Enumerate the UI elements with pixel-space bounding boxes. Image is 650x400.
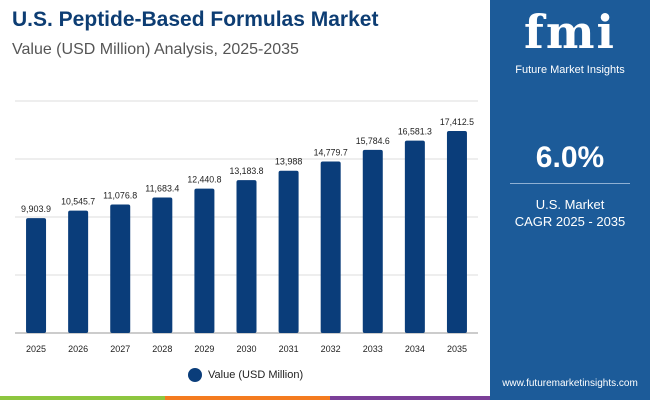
bar: [194, 188, 215, 333]
cagr-label: U.S. Market CAGR 2025 - 2035: [490, 196, 650, 230]
stripe-orange: [165, 396, 330, 400]
bar: [404, 140, 425, 333]
side-panel: fmi Future Market Insights 6.0% U.S. Mark…: [490, 0, 650, 400]
legend-swatch: [188, 368, 202, 382]
x-tick-label: 2029: [194, 344, 214, 354]
bar: [278, 170, 299, 333]
data-label: 13,988: [275, 157, 303, 167]
x-tick-label: 2030: [236, 344, 256, 354]
cagr-label-market: U.S. Market: [535, 197, 605, 212]
x-tick-label: 2033: [363, 344, 383, 354]
bar: [26, 218, 47, 333]
cagr-label-period: CAGR 2025 - 2035: [514, 214, 626, 229]
page-subtitle: Value (USD Million) Analysis, 2025-2035: [12, 41, 299, 58]
data-label: 14,779.7: [314, 148, 348, 158]
x-tick-label: 2032: [321, 344, 341, 354]
data-label: 13,183.8: [229, 166, 263, 176]
data-label: 16,581.3: [398, 127, 432, 137]
logo-mark: fmi: [524, 5, 616, 59]
page-title: U.S. Peptide-Based Formulas Market: [12, 8, 379, 31]
website-link[interactable]: www.futuremarketinsights.com: [502, 378, 638, 389]
bar: [152, 197, 173, 333]
data-label: 15,784.6: [356, 136, 390, 146]
stripe-purple: [330, 396, 490, 400]
data-label: 11,683.4: [145, 183, 179, 193]
x-tick-label: 2025: [26, 344, 46, 354]
data-label: 12,440.8: [187, 175, 221, 185]
cagr-value: 6.0%: [535, 141, 605, 174]
logo-caption: Future Market Insights: [515, 64, 625, 76]
data-label: 10,545.7: [61, 197, 95, 207]
legend: Value (USD Million): [188, 368, 303, 382]
divider: [510, 183, 630, 184]
x-tick-label: 2034: [405, 344, 425, 354]
x-tick-label: 2027: [110, 344, 130, 354]
data-label: 17,412.5: [440, 117, 474, 127]
x-tick-label: 2026: [68, 344, 88, 354]
bar: [110, 204, 131, 333]
bar: [446, 131, 467, 333]
data-label: 11,076.8: [103, 191, 137, 201]
bar: [320, 161, 341, 333]
x-tick-label: 2035: [447, 344, 467, 354]
data-label: 9,903.9: [21, 204, 51, 214]
x-tick-label: 2028: [152, 344, 172, 354]
bar: [68, 210, 89, 333]
fmi-logo: fmi Future Market Insights: [490, 4, 650, 77]
bar: [236, 180, 257, 333]
bar-chart: 9,903.9 2025 10,545.7 2026 11,076.8 2027 11,68…: [15, 100, 478, 354]
x-tick-label: 2031: [279, 344, 299, 354]
legend-label: Value (USD Million): [208, 369, 304, 381]
bar: [362, 149, 383, 333]
stripe-green: [0, 396, 165, 400]
